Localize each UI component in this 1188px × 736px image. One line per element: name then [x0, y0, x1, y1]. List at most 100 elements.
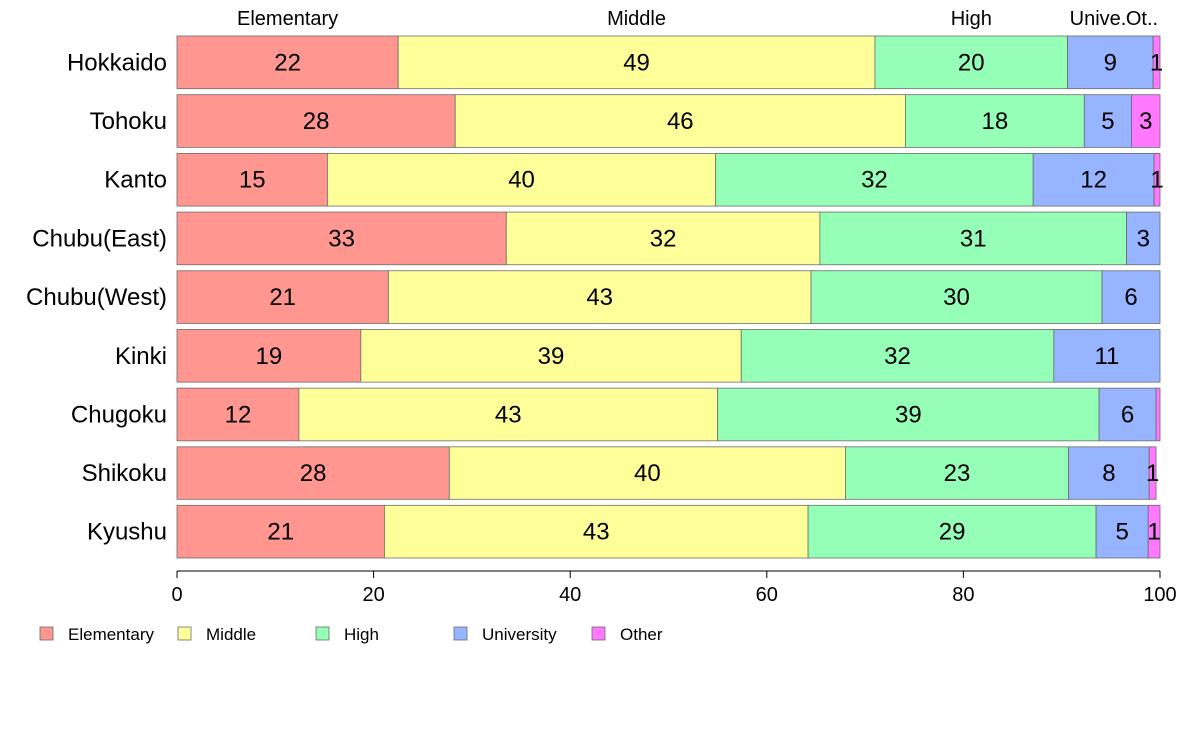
- bar-label-tohoku-elementary: 28: [303, 108, 330, 135]
- bar-label-shikoku-elementary: 28: [300, 460, 327, 487]
- bar-label-kanto-middle: 40: [508, 167, 535, 194]
- bar-label-chubu-west-university: 6: [1124, 284, 1137, 311]
- bar-kyushu-middle: [384, 504, 809, 559]
- y-label-kyushu: Kyushu: [87, 519, 167, 546]
- bar-kanto-elementary: [176, 152, 328, 207]
- legend-swatch-elementary: [39, 626, 54, 641]
- x-tick-label-20: 20: [362, 584, 384, 606]
- top-label-ot: Ot..: [1126, 8, 1158, 30]
- bar-label-tohoku-other: 3: [1139, 108, 1152, 135]
- bar-label-kinki-high: 32: [884, 343, 911, 370]
- y-label-chubu-west: Chubu(West): [26, 284, 167, 311]
- x-tick-label-0: 0: [171, 584, 182, 606]
- legend-swatch-university: [453, 626, 468, 641]
- bar-label-kanto-elementary: 15: [239, 167, 266, 194]
- bar-kinki-elementary: [176, 329, 362, 383]
- bar-label-hokkaido-high: 20: [958, 49, 985, 76]
- bar-label-hokkaido-elementary: 22: [274, 49, 301, 76]
- y-label-hokkaido: Hokkaido: [67, 49, 167, 76]
- bar-chubu-west-elementary: [176, 270, 389, 324]
- bar-hokkaido-other: [1152, 35, 1161, 90]
- bar-label-kanto-high: 32: [861, 167, 888, 194]
- bar-kyushu-high: [807, 504, 1097, 559]
- top-category-labels: Elementary Middle High Unive. Ot..: [237, 8, 1158, 30]
- bar-label-tohoku-university: 5: [1101, 108, 1114, 135]
- bar-label-shikoku-university: 8: [1102, 460, 1115, 487]
- bar-hokkaido-high: [874, 35, 1068, 90]
- bar-label-hokkaido-university: 9: [1104, 49, 1117, 76]
- bar-label-hokkaido-other: 1: [1150, 49, 1163, 76]
- y-label-chubu-east: Chubu(East): [32, 225, 167, 252]
- bar-hokkaido-middle: [397, 35, 876, 90]
- bar-kinki-middle: [360, 329, 742, 383]
- bar-label-kyushu-university: 5: [1115, 519, 1128, 546]
- x-tick-label-100: 100: [1143, 584, 1176, 606]
- bar-shikoku-high: [845, 446, 1069, 500]
- bar-chugoku-high: [717, 387, 1100, 442]
- x-axis: 0 20 40 60 80 100: [171, 570, 1177, 606]
- x-tick-label-80: 80: [952, 584, 974, 606]
- bar-label-kinki-university: 11: [1094, 343, 1119, 370]
- bar-label-shikoku-other: 1: [1146, 460, 1159, 487]
- bar-tohoku-middle: [454, 94, 906, 148]
- legend-label-middle: Middle: [206, 625, 256, 644]
- bar-label-chugoku-elementary: 12: [225, 401, 252, 428]
- bar-label-shikoku-middle: 40: [634, 460, 661, 487]
- bar-chugoku-university: [1098, 387, 1157, 442]
- bar-kyushu-elementary: [176, 504, 385, 559]
- bar-chubu-east-elementary: [176, 211, 507, 266]
- legend-label-high: High: [344, 625, 379, 644]
- y-label-tohoku: Tohoku: [90, 108, 167, 135]
- bar-chubu-west-university: [1101, 270, 1161, 324]
- legend-label-other: Other: [620, 625, 663, 644]
- bar-label-kyushu-elementary: 21: [267, 519, 294, 546]
- bar-label-shikoku-high: 23: [944, 460, 971, 487]
- y-axis-labels: Hokkaido Tohoku Kanto Chubu(East) Chubu(West…: [26, 49, 167, 545]
- bar-label-kinki-middle: 39: [538, 343, 565, 370]
- bar-label-chubu-east-middle: 32: [650, 225, 677, 252]
- bar-label-chugoku-university: 6: [1121, 401, 1134, 428]
- bar-label-kanto-university: 12: [1080, 167, 1107, 194]
- y-label-chugoku: Chugoku: [71, 401, 167, 428]
- bar-hokkaido-university: [1067, 35, 1154, 90]
- bar-label-chubu-east-elementary: 33: [328, 225, 355, 252]
- bar-tohoku-other: [1131, 94, 1161, 148]
- legend: Elementary Middle High University Other: [39, 625, 663, 644]
- bar-label-chubu-west-high: 30: [943, 284, 970, 311]
- x-tick-label-40: 40: [559, 584, 581, 606]
- bar-label-chubu-west-elementary: 21: [269, 284, 296, 311]
- legend-swatch-high: [315, 626, 330, 641]
- bar-tohoku-elementary: [176, 94, 456, 148]
- bar-chubu-west-high: [810, 270, 1103, 324]
- legend-swatch-other: [591, 626, 606, 641]
- bar-chugoku-other: [1155, 387, 1161, 442]
- bar-label-tohoku-middle: 46: [667, 108, 694, 135]
- bar-label-chubu-east-high: 31: [960, 225, 987, 252]
- bar-kinki-university: [1053, 329, 1161, 383]
- bar-chubu-east-university: [1126, 211, 1161, 266]
- bar-value-labels: 22 49 20 9 128 46 18 5 315 40 32 12 133 32 31 321 43 30 61…: [225, 49, 1164, 545]
- bar-shikoku-elementary: [176, 446, 450, 500]
- y-label-shikoku: Shikoku: [82, 460, 167, 487]
- bar-label-chubu-west-middle: 43: [586, 284, 613, 311]
- bar-kanto-university: [1032, 152, 1155, 207]
- bar-label-chubu-east-university: 3: [1137, 225, 1150, 252]
- bar-label-kinki-elementary: 19: [256, 343, 283, 370]
- legend-label-university: University: [482, 625, 557, 644]
- bar-chubu-west-middle: [387, 270, 812, 324]
- bar-kyushu-other: [1147, 504, 1161, 559]
- top-label-elementary: Elementary: [237, 8, 338, 30]
- bar-tohoku-university: [1083, 94, 1132, 148]
- bar-chubu-east-high: [819, 211, 1127, 266]
- bar-chubu-east-middle: [505, 211, 821, 266]
- legend-label-elementary: Elementary: [68, 625, 154, 644]
- bars: [176, 35, 1161, 559]
- bar-chugoku-elementary: [176, 387, 300, 442]
- bar-label-kyushu-high: 29: [939, 519, 966, 546]
- y-label-kanto: Kanto: [104, 167, 167, 194]
- bar-label-kanto-other: 1: [1150, 167, 1163, 194]
- bar-kanto-other: [1153, 152, 1161, 207]
- bar-kanto-high: [715, 152, 1034, 207]
- bar-label-kyushu-other: 1: [1147, 519, 1160, 546]
